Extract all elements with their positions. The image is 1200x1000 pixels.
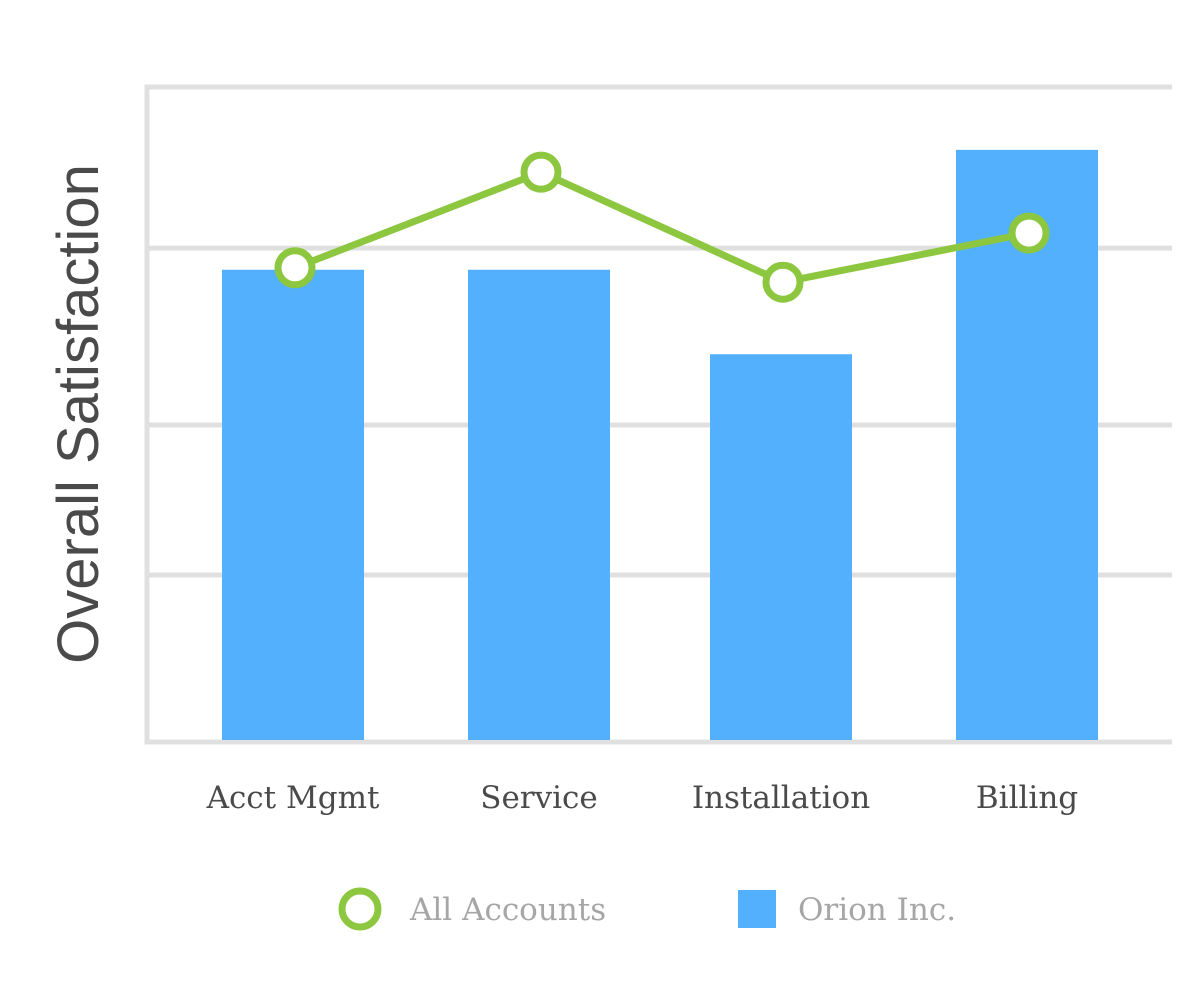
legend-item-orion[interactable]: Orion Inc. bbox=[738, 890, 956, 928]
y-axis-label: Overall Satisfaction bbox=[46, 164, 111, 664]
point-installation[interactable] bbox=[762, 261, 804, 303]
point-billing[interactable] bbox=[1008, 212, 1050, 254]
point-acct-mgmt[interactable] bbox=[274, 247, 316, 289]
line-all-accounts bbox=[293, 168, 1030, 286]
legend: All Accounts Orion Inc. bbox=[338, 887, 956, 931]
x-tick-label: Service bbox=[480, 780, 598, 816]
legend-item-all-accounts[interactable]: All Accounts bbox=[338, 887, 606, 931]
bar-service[interactable] bbox=[468, 269, 610, 740]
x-tick-label: Billing bbox=[976, 780, 1078, 816]
bar-installation[interactable] bbox=[710, 354, 852, 740]
bar-acct-mgmt[interactable] bbox=[222, 269, 364, 740]
line-series bbox=[274, 151, 1050, 303]
x-tick-label: Acct Mgmt bbox=[206, 780, 380, 816]
legend-label-orion: Orion Inc. bbox=[798, 892, 956, 928]
legend-marker-orion bbox=[738, 890, 776, 928]
bars bbox=[222, 149, 1098, 740]
legend-marker-all-accounts bbox=[338, 887, 382, 931]
x-tick-label: Installation bbox=[692, 780, 870, 816]
x-axis-labels: Acct Mgmt Service Installation Billing bbox=[206, 780, 1079, 816]
legend-label-all-accounts: All Accounts bbox=[409, 892, 606, 928]
point-service[interactable] bbox=[520, 151, 562, 193]
